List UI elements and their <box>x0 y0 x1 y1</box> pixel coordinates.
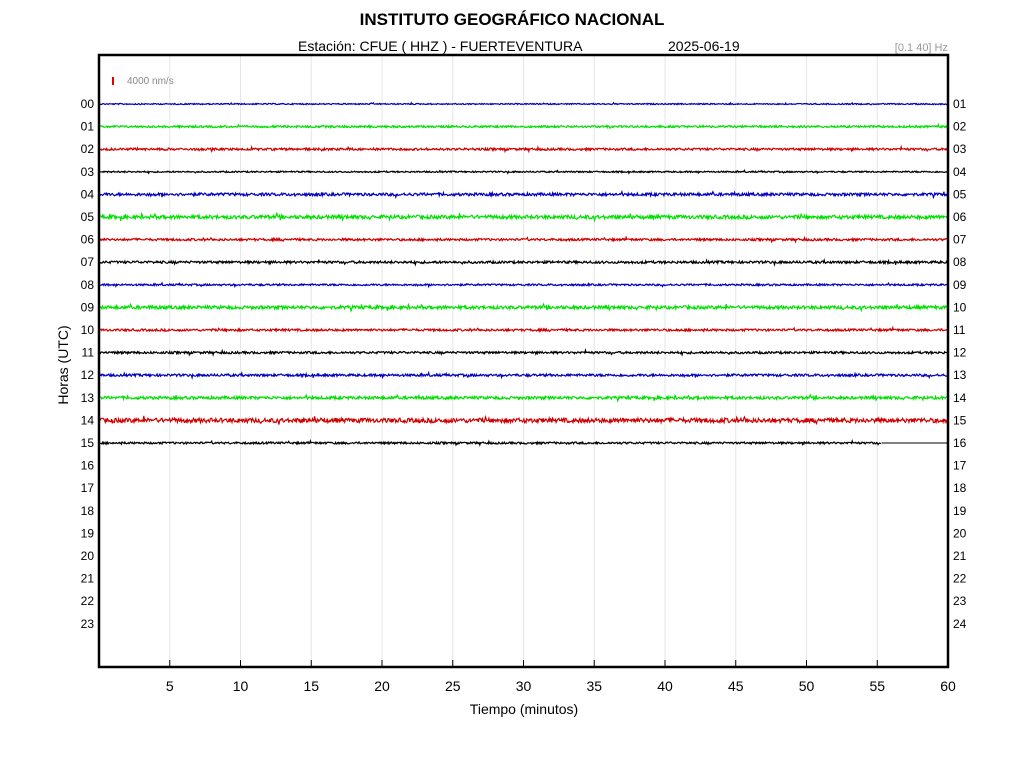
y-tick-left-07: 07 <box>81 255 95 269</box>
y-tick-right-22: 22 <box>953 572 967 586</box>
y-tick-left-18: 18 <box>81 504 95 518</box>
trace-hour-01 <box>98 122 948 130</box>
y-tick-left-08: 08 <box>81 278 95 292</box>
y-tick-right-10: 10 <box>953 300 967 314</box>
date-label: 2025-06-19 <box>668 38 740 54</box>
y-tick-right-03: 03 <box>953 142 967 156</box>
y-tick-right-04: 04 <box>953 165 967 179</box>
x-tick-label-25: 25 <box>445 678 461 694</box>
trace-hour-07 <box>98 258 948 268</box>
y-tick-left-01: 01 <box>81 120 95 134</box>
x-tick-label-50: 50 <box>799 678 815 694</box>
trace-hour-05 <box>98 211 948 223</box>
y-tick-right-05: 05 <box>953 187 967 201</box>
y-tick-left-02: 02 <box>81 142 95 156</box>
y-tick-left-14: 14 <box>81 413 95 427</box>
trace-hour-04 <box>98 189 948 200</box>
trace-hour-03 <box>98 169 948 175</box>
trace-hour-15 <box>98 438 882 447</box>
y-tick-labels: 00 01 02 03 04 05 06 07 08 09 10 11 12 13 14 15 16 17 18 19… <box>81 97 967 631</box>
plot-frame <box>97 53 950 669</box>
y-tick-left-09: 09 <box>81 300 95 314</box>
y-tick-left-20: 20 <box>81 549 95 563</box>
trace-hour-10 <box>98 325 948 333</box>
amplitude-scale-label: 4000 nm/s <box>127 76 174 87</box>
x-tick-label-40: 40 <box>657 678 673 694</box>
y-tick-left-03: 03 <box>81 165 95 179</box>
y-tick-right-11: 11 <box>953 323 966 337</box>
y-tick-right-19: 19 <box>953 504 967 518</box>
y-tick-right-02: 02 <box>953 120 967 134</box>
y-tick-right-21: 21 <box>953 549 967 563</box>
y-tick-left-12: 12 <box>81 368 95 382</box>
y-tick-left-21: 21 <box>81 572 95 586</box>
y-axis-label: Horas (UTC) <box>55 325 71 405</box>
y-tick-left-16: 16 <box>81 459 95 473</box>
filter-label: [0.1 40] Hz <box>894 42 948 54</box>
trace-hour-13 <box>98 393 948 403</box>
grid-lines <box>169 55 878 667</box>
y-tick-right-17: 17 <box>953 459 967 473</box>
y-tick-right-08: 08 <box>953 255 967 269</box>
y-tick-right-14: 14 <box>953 391 967 405</box>
y-tick-right-13: 13 <box>953 368 967 382</box>
y-tick-left-00: 00 <box>81 97 95 111</box>
trace-hour-11 <box>98 348 948 357</box>
y-tick-right-06: 06 <box>953 210 967 224</box>
y-tick-right-23: 23 <box>953 594 967 608</box>
page-title: INSTITUTO GEOGRÁFICO NACIONAL <box>359 10 665 29</box>
y-tick-left-04: 04 <box>81 187 95 201</box>
station-label: Estación: CFUE ( HHZ ) - FUERTEVENTURA <box>298 38 583 54</box>
x-tick-label-35: 35 <box>586 678 602 694</box>
seismic-traces <box>98 101 948 447</box>
x-tick-label-30: 30 <box>516 678 532 694</box>
y-tick-left-22: 22 <box>81 594 95 608</box>
y-tick-left-05: 05 <box>81 210 95 224</box>
y-tick-left-15: 15 <box>81 436 95 450</box>
trace-hour-14 <box>98 414 948 426</box>
y-tick-left-10: 10 <box>81 323 95 337</box>
trace-hour-09 <box>98 302 948 313</box>
y-tick-right-20: 20 <box>953 526 967 540</box>
x-tick-label-20: 20 <box>374 678 390 694</box>
x-tick-label-45: 45 <box>728 678 744 694</box>
y-tick-left-13: 13 <box>81 391 95 405</box>
x-tick-label-15: 15 <box>303 678 319 694</box>
y-tick-left-19: 19 <box>81 526 95 540</box>
y-tick-right-15: 15 <box>953 413 967 427</box>
trace-hour-02 <box>98 144 948 154</box>
y-tick-right-12: 12 <box>953 346 967 360</box>
x-tick-labels: 5 10 15 20 25 30 35 40 45 50 55 60 <box>166 660 956 694</box>
y-tick-right-01: 01 <box>953 97 967 111</box>
x-tick-label-10: 10 <box>233 678 249 694</box>
trace-hour-00 <box>98 101 948 106</box>
y-tick-right-16: 16 <box>953 436 967 450</box>
x-axis-label: Tiempo (minutos) <box>469 701 579 717</box>
x-tick-label-60: 60 <box>940 678 956 694</box>
amplitude-scale-bar <box>112 77 114 85</box>
y-tick-left-17: 17 <box>81 481 95 495</box>
trace-hour-06 <box>98 235 948 244</box>
y-tick-right-18: 18 <box>953 481 967 495</box>
y-tick-right-09: 09 <box>953 278 967 292</box>
y-tick-left-23: 23 <box>81 617 95 631</box>
x-tick-label-5: 5 <box>166 678 174 694</box>
y-tick-right-07: 07 <box>953 233 967 247</box>
y-tick-left-11: 11 <box>82 346 95 360</box>
trace-hour-12 <box>98 370 948 381</box>
x-tick-label-55: 55 <box>869 678 885 694</box>
trace-hour-08 <box>98 281 948 289</box>
y-tick-left-06: 06 <box>81 233 95 247</box>
y-tick-right-24: 24 <box>953 617 967 631</box>
